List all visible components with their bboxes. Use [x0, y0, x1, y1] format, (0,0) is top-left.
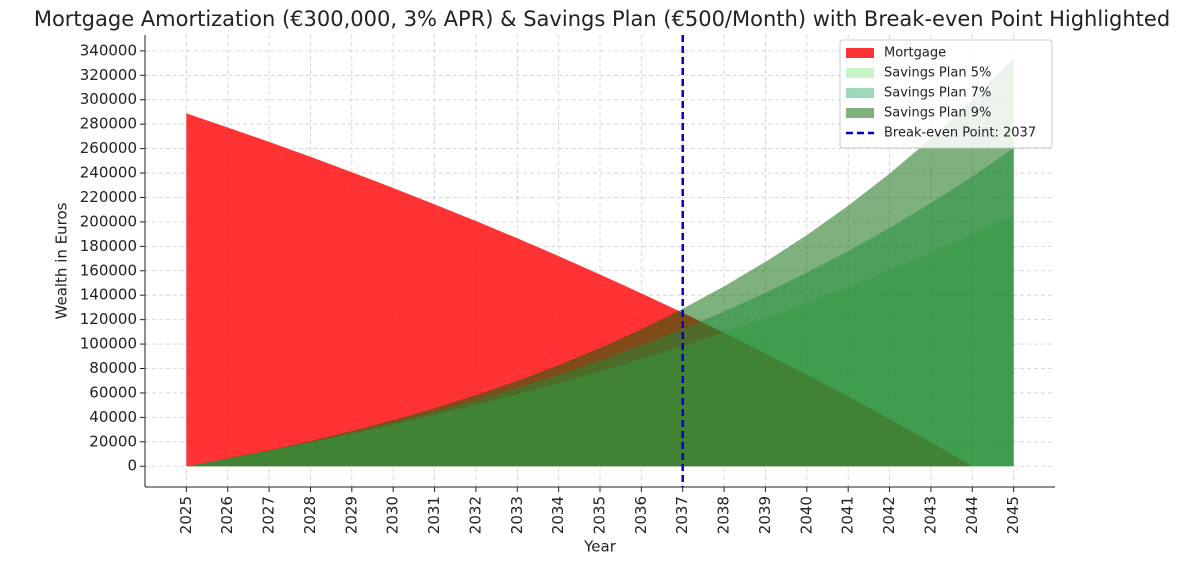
- x-tick-label: 2032: [466, 496, 484, 534]
- legend-swatch: [846, 88, 874, 98]
- legend-label: Break-even Point: 2037: [884, 126, 1036, 141]
- y-tick-label: 60000: [89, 383, 137, 401]
- y-tick-label: 200000: [80, 212, 137, 230]
- x-tick-label: 2034: [549, 496, 567, 534]
- x-tick-label: 2025: [177, 496, 195, 534]
- x-tick-label: 2035: [591, 496, 609, 534]
- x-tick-label: 2043: [921, 496, 939, 534]
- y-tick-label: 80000: [89, 359, 137, 377]
- legend: Mortgage Savings Plan 5% Savings Plan 7% Sa…: [839, 39, 1053, 149]
- x-tick-label: 2039: [756, 496, 774, 534]
- y-tick-label: 300000: [80, 90, 137, 108]
- x-tick-label: 2033: [508, 496, 526, 534]
- y-tick-label: 120000: [80, 310, 137, 328]
- legend-label: Savings Plan 7%: [884, 86, 991, 101]
- y-tick-label: 20000: [89, 432, 137, 450]
- x-tick-label: 2037: [673, 496, 691, 534]
- y-tick-label: 0: [127, 457, 137, 475]
- x-tick-label: 2027: [260, 496, 278, 534]
- y-tick-label: 100000: [80, 335, 137, 353]
- chart-title: Mortgage Amortization (€300,000, 3% APR)…: [34, 7, 1170, 31]
- x-tick-label: 2045: [1004, 496, 1022, 534]
- x-tick-label: 2040: [797, 496, 815, 534]
- y-tick-label: 40000: [89, 408, 137, 426]
- x-tick-label: 2029: [342, 496, 360, 534]
- x-tick-label: 2042: [880, 496, 898, 534]
- area: [186, 58, 1014, 467]
- x-tick-label: 2030: [384, 496, 402, 534]
- y-tick-label: 240000: [80, 164, 137, 182]
- legend-label: Mortgage: [884, 46, 946, 61]
- y-tick-label: 180000: [80, 237, 137, 255]
- y-tick-label: 260000: [80, 139, 137, 157]
- y-tick-label: 160000: [80, 261, 137, 279]
- y-tick-label: 340000: [80, 41, 137, 59]
- y-tick-label: 280000: [80, 115, 137, 133]
- legend-swatch: [846, 68, 874, 78]
- x-tick-label: 2026: [218, 496, 236, 534]
- legend-label: Savings Plan 9%: [884, 106, 991, 121]
- y-tick-label: 320000: [80, 66, 137, 84]
- y-tick-label: 220000: [80, 188, 137, 206]
- y-tick-label: 140000: [80, 286, 137, 304]
- x-tick-label: 2038: [715, 496, 733, 534]
- x-tick-label: 2036: [632, 496, 650, 534]
- x-tick-label: 2031: [425, 496, 443, 534]
- legend-label: Savings Plan 5%: [884, 66, 991, 81]
- x-axis-label: Year: [583, 538, 617, 556]
- y-axis-label: Wealth in Euros: [53, 202, 71, 319]
- x-tick-label: 2028: [301, 496, 319, 534]
- legend-box: [839, 39, 1053, 149]
- x-tick-label: 2041: [839, 496, 857, 534]
- x-tick-label: 2044: [963, 496, 981, 534]
- legend-swatch: [846, 48, 874, 58]
- legend-swatch: [846, 108, 874, 118]
